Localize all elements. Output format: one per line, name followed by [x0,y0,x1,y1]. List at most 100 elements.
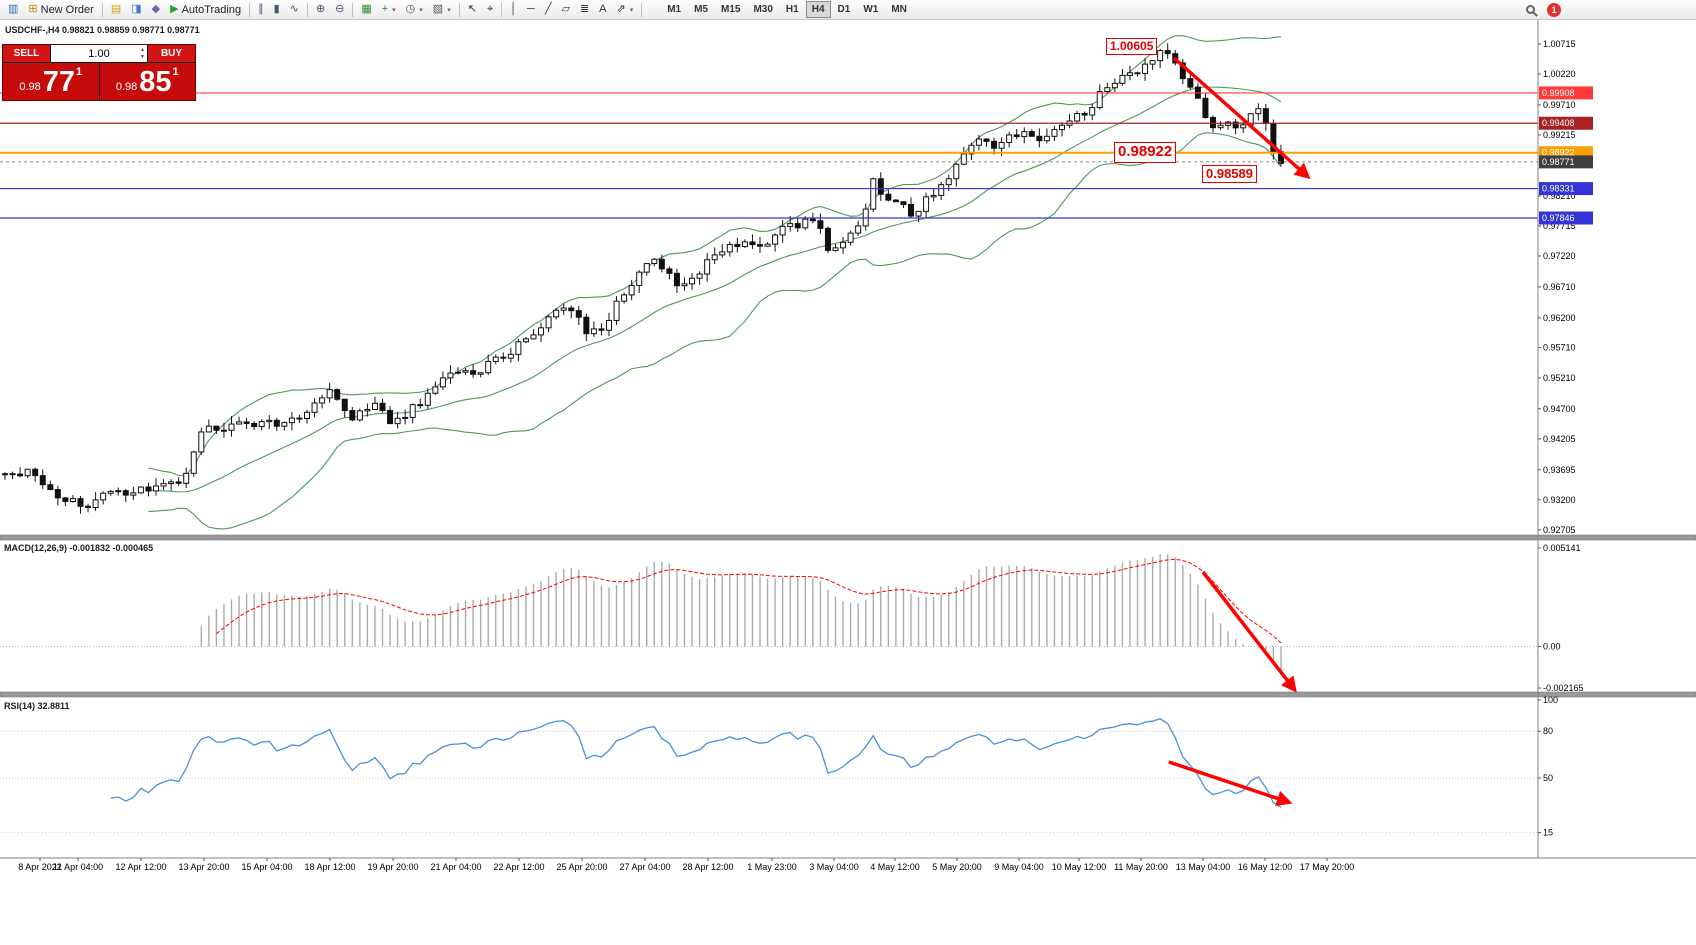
sell-price-prefix: 0.98 [19,81,41,93]
arrows-icon[interactable]: ⇗ ▾ [611,1,638,19]
arrows-icon: ⇗ [616,3,626,15]
timeframe-toolbar: M1 M5 M15 M30 H1 H4 D1 W1 MN [661,1,913,18]
new-order-button[interactable]: ⊞ New Order [23,1,98,19]
timeframe-m5[interactable]: M5 [694,4,709,15]
toolbar-buttons: ▥ ⊞ New Order ▤ ◨ ◆ ▶ AutoTrading ∥ ▮ ∿ ⊕ ⊖ ▦ + ▾ ◷ ▾ ▧ ▾ ↖ ⌖… [3,1,645,19]
crosshair-icon[interactable]: ⌖ [482,1,498,19]
svg-text:18 Apr 12:00: 18 Apr 12:00 [304,862,355,872]
svg-text:0.98922: 0.98922 [1542,148,1575,158]
chevron-down-icon[interactable]: ▾ [629,6,634,14]
sell-price-display[interactable]: 0.98 77 1 [3,63,99,100]
bar-chart-icon: ∥ [258,3,264,15]
data-window-icon[interactable]: ◨ [126,1,146,19]
app-chart-icon[interactable]: ▥ [3,1,23,19]
search-icon[interactable] [1526,5,1535,14]
svg-text:5 May 20:00: 5 May 20:00 [932,862,982,872]
svg-text:0.00: 0.00 [1543,642,1561,652]
svg-text:-0.002165: -0.002165 [1543,683,1584,693]
svg-text:15 Apr 04:00: 15 Apr 04:00 [241,862,292,872]
toolbar-right: 1 [1526,2,1561,17]
new-order-button-label: New Order [40,3,94,16]
svg-text:16 May 12:00: 16 May 12:00 [1238,862,1293,872]
svg-text:1 May 23:00: 1 May 23:00 [747,862,797,872]
autotrading-button[interactable]: ▶ AutoTrading [165,1,246,19]
chevron-down-icon[interactable]: ▾ [419,6,423,14]
buy-button[interactable]: BUY [148,45,195,62]
svg-text:13 May 04:00: 13 May 04:00 [1176,862,1231,872]
price-annotation-1.00605[interactable]: 1.00605 [1106,38,1158,55]
zoom-in-icon[interactable]: ⊕ [311,1,330,19]
price-axis[interactable]: 1.00715 1.00220 0.99710 0.99215 0.98210 0.977… [1538,39,1593,838]
price-annotation-0.98922[interactable]: 0.98922 [1114,142,1177,163]
volume-spinner[interactable]: ▲ ▼ [140,47,145,60]
candlestick-icon[interactable]: ▮ [269,1,285,19]
toolbar-separator [249,2,251,17]
zoom-out-icon: ⊖ [335,3,345,15]
svg-text:9 May 04:00: 9 May 04:00 [994,862,1044,872]
panel-separators[interactable] [0,534,1696,698]
periods-icon: ◷ [405,3,416,15]
toolbar-separator [306,2,308,17]
timeframe-h1[interactable]: H1 [785,4,799,15]
notification-badge[interactable]: 1 [1547,2,1561,17]
svg-text:100: 100 [1543,695,1558,705]
main-toolbar: ▥ ⊞ New Order ▤ ◨ ◆ ▶ AutoTrading ∥ ▮ ∿ ⊕ ⊖ ▦ + ▾ ◷ ▾ ▧ ▾ ↖ ⌖… [0,0,1696,20]
trendline-icon: ╱ [544,3,552,15]
templates-icon[interactable]: ▧ ▾ [428,1,456,19]
indicators-icon[interactable]: + ▾ [377,1,401,19]
tile-windows-icon[interactable]: ▦ [356,1,376,19]
svg-text:21 Apr 04:00: 21 Apr 04:00 [430,862,481,872]
line-chart-icon[interactable]: ∿ [285,1,304,19]
navigator-icon: ◆ [151,3,161,15]
svg-text:0.93200: 0.93200 [1543,495,1576,505]
buy-price-big: 85 [139,66,172,99]
vertical-line-icon[interactable]: │ [505,1,522,19]
svg-text:50: 50 [1543,773,1553,783]
timeframe-m15[interactable]: M15 [721,4,741,15]
chart-ohlc-header: USDCHF-,H4 0.98821 0.98859 0.98771 0.987… [5,25,200,35]
svg-text:8 Apr 2022: 8 Apr 2022 [18,862,62,872]
horizontal-line-icon[interactable]: ─ [522,1,540,19]
buy-price-display[interactable]: 0.98 85 1 [99,63,195,100]
svg-text:0.93695: 0.93695 [1543,465,1576,475]
market-watch-icon[interactable]: ▤ [106,1,126,19]
svg-text:0.99215: 0.99215 [1543,130,1576,140]
volume-input[interactable]: 1.00 ▲ ▼ [51,45,147,62]
fibonacci-icon: ≣ [579,3,590,15]
timeframe-d1[interactable]: D1 [837,4,851,15]
svg-text:1.00220: 1.00220 [1543,69,1576,79]
timeframe-h4[interactable]: H4 [805,1,831,18]
text-icon[interactable]: A [594,1,611,19]
rsi-indicator-label: RSI(14) 32.8811 [4,701,70,711]
sell-button[interactable]: SELL [3,45,50,62]
timeframe-mn[interactable]: MN [891,4,907,15]
price-annotation-0.98589[interactable]: 0.98589 [1202,165,1257,184]
horizontal-line-icon: ─ [527,3,535,15]
templates-icon: ▧ [432,3,444,15]
fibonacci-icon[interactable]: ≣ [575,1,594,19]
timeframe-m30[interactable]: M30 [753,4,773,15]
svg-text:27 Apr 04:00: 27 Apr 04:00 [619,862,670,872]
timeframe-m1[interactable]: M1 [667,4,682,15]
vertical-line-icon: │ [510,3,518,15]
periods-icon[interactable]: ◷ ▾ [401,1,428,19]
navigator-icon[interactable]: ◆ [147,1,165,19]
zoom-out-icon[interactable]: ⊖ [330,1,349,19]
trendline-icon[interactable]: ╱ [540,1,557,19]
svg-text:0.97220: 0.97220 [1543,251,1576,261]
chevron-down-icon[interactable]: ▾ [447,6,451,14]
channel-icon: ▱ [561,3,570,15]
trend-arrows[interactable] [1168,56,1311,806]
bar-chart-icon[interactable]: ∥ [253,1,269,19]
chevron-down-icon[interactable]: ▾ [392,6,396,14]
svg-text:0.95710: 0.95710 [1543,343,1576,353]
cursor-icon[interactable]: ↖ [463,1,482,19]
buy-price-pip: 1 [172,66,179,78]
timeframe-w1[interactable]: W1 [863,4,879,15]
autotrading-play-icon: ▶ [170,3,179,15]
channel-icon[interactable]: ▱ [556,1,574,19]
svg-text:17 May 20:00: 17 May 20:00 [1300,862,1355,872]
